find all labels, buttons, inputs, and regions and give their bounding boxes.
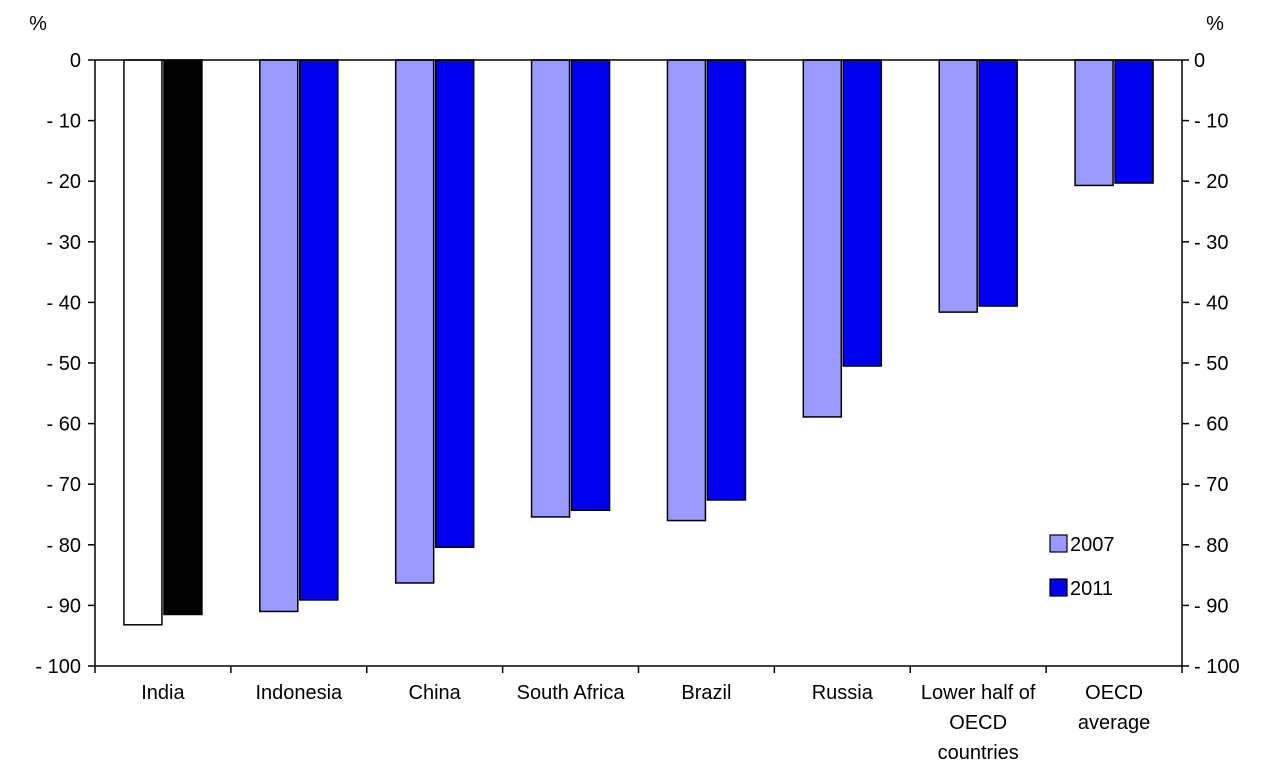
left-tick-label: 0 bbox=[70, 50, 81, 72]
right-tick-label: - 100 bbox=[1194, 656, 1240, 678]
bar-2011-6 bbox=[978, 59, 1018, 307]
bar-2011-7 bbox=[1114, 59, 1154, 184]
left-tick-label: - 30 bbox=[47, 232, 81, 254]
bar-2011-4 bbox=[706, 59, 747, 501]
category-label: countries bbox=[938, 742, 1019, 764]
left-tick-label: - 60 bbox=[47, 414, 81, 436]
right-tick-label: - 40 bbox=[1194, 292, 1228, 314]
bar-2011-2 bbox=[434, 59, 475, 548]
bar-2007-5 bbox=[802, 59, 843, 418]
right-tick-label: 0 bbox=[1194, 50, 1205, 72]
left-tick-label: - 40 bbox=[47, 292, 81, 314]
right-tick-label: - 20 bbox=[1194, 171, 1228, 193]
category-label: South Africa bbox=[517, 682, 626, 704]
category-label: Russia bbox=[812, 682, 874, 704]
legend-swatch-2007 bbox=[1049, 534, 1068, 553]
category-label: OECD bbox=[949, 712, 1007, 734]
left-tick-label: - 80 bbox=[47, 535, 81, 557]
left-tick-label: - 20 bbox=[47, 171, 81, 193]
category-labels-layer: India Indonesia China South Africa Brazil Rus… bbox=[141, 682, 1150, 764]
axes-layer bbox=[88, 59, 1189, 673]
bar-2011-0 bbox=[163, 59, 203, 616]
category-label: China bbox=[409, 682, 462, 704]
bar-2007-3 bbox=[530, 59, 571, 518]
left-tick-label: - 90 bbox=[47, 595, 81, 617]
legend-label-2011: 2011 bbox=[1070, 578, 1113, 600]
bar-2011-5 bbox=[842, 59, 883, 367]
left-tick-label: - 10 bbox=[47, 111, 81, 133]
left-axis-unit: % bbox=[29, 13, 47, 35]
legend: 2007 2011 bbox=[1049, 534, 1115, 600]
right-tick-label: - 70 bbox=[1194, 474, 1228, 496]
left-tick-label: - 100 bbox=[35, 656, 81, 678]
category-label: Indonesia bbox=[255, 682, 343, 704]
bar-2007-2 bbox=[394, 59, 435, 584]
right-tick-label: - 10 bbox=[1194, 111, 1228, 133]
bar-2011-1 bbox=[299, 59, 339, 601]
category-label: India bbox=[141, 682, 185, 704]
bar-2007-6 bbox=[938, 59, 978, 313]
category-label: Brazil bbox=[681, 682, 731, 704]
left-tick-label: - 70 bbox=[47, 474, 81, 496]
bar-2007-7 bbox=[1074, 59, 1114, 187]
right-tick-label: - 80 bbox=[1194, 535, 1228, 557]
right-axis-unit: % bbox=[1206, 13, 1224, 35]
right-tick-label: - 60 bbox=[1194, 414, 1228, 436]
category-label: average bbox=[1078, 712, 1150, 734]
legend-swatch-2011 bbox=[1049, 578, 1068, 597]
right-tick-label: - 50 bbox=[1194, 353, 1228, 375]
bar-2007-0 bbox=[123, 59, 163, 626]
category-label: Lower half of bbox=[921, 682, 1036, 704]
right-tick-label: - 90 bbox=[1194, 595, 1228, 617]
bar-2011-3 bbox=[570, 59, 611, 512]
bar-2007-4 bbox=[666, 59, 707, 522]
bars-layer bbox=[123, 59, 1154, 626]
legend-label-2007: 2007 bbox=[1070, 534, 1115, 556]
left-tick-label: - 50 bbox=[47, 353, 81, 375]
bar-2007-1 bbox=[259, 59, 299, 613]
right-tick-label: - 30 bbox=[1194, 232, 1228, 254]
tick-labels-layer: 0 0 - 10 - 10 - 20 - 20 - 30 - 30 - 40 - 40 - 50 - … bbox=[35, 50, 1239, 678]
category-label: OECD bbox=[1085, 682, 1143, 704]
